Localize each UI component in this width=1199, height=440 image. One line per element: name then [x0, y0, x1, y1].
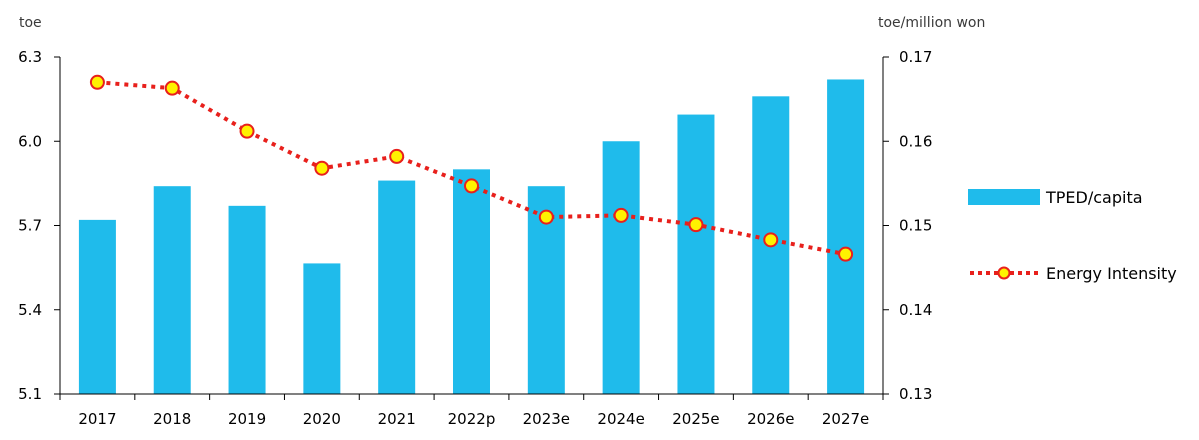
- marker-2026e: [763, 232, 779, 248]
- legend-item-bar: TPED/capita: [968, 182, 1198, 212]
- energy-intensity-line: [97, 80, 846, 257]
- left-tick-label: 5.7: [18, 217, 42, 235]
- x-tick-label-2018: 2018: [153, 410, 191, 428]
- x-tick-label-2022p: 2022p: [448, 410, 496, 428]
- x-tick-label-2020: 2020: [303, 410, 341, 428]
- marker-2027e: [838, 246, 854, 262]
- x-tick-label-2027e: 2027e: [822, 410, 869, 428]
- bar-2027e: [827, 79, 865, 394]
- legend: TPED/capita Energy Intensity: [968, 182, 1198, 288]
- marker-2020: [314, 160, 330, 176]
- left-axis-unit-label: toe: [19, 15, 42, 31]
- left-axis-ticks: 5.1 5.4 5.7 6.0 6.3: [18, 48, 60, 403]
- bar-2017: [78, 219, 116, 394]
- marker-2024e: [613, 207, 629, 223]
- right-tick-label: 0.17: [899, 48, 932, 66]
- marker-2019: [239, 123, 255, 139]
- legend-bar-swatch: [968, 189, 1040, 205]
- x-tick-label-2019: 2019: [228, 410, 266, 428]
- x-tick-label-2017: 2017: [78, 410, 116, 428]
- x-tick-label-2026e: 2026e: [747, 410, 794, 428]
- right-tick-label: 0.13: [899, 385, 932, 403]
- left-tick-label: 6.3: [18, 48, 42, 66]
- line-markers: [89, 74, 854, 262]
- right-tick-label: 0.16: [899, 132, 932, 150]
- marker-2025e: [688, 217, 704, 233]
- x-tick-label-2023e: 2023e: [523, 410, 570, 428]
- legend-line-swatch: [970, 266, 1038, 280]
- right-tick-label: 0.15: [899, 217, 932, 235]
- bar-series: [78, 79, 865, 395]
- right-axis-unit-label: toe/million won: [878, 15, 985, 31]
- legend-label-energy-intensity: Energy Intensity: [1046, 263, 1177, 283]
- x-tick-label-2024e: 2024e: [597, 410, 644, 428]
- left-tick-label: 5.1: [18, 385, 42, 403]
- right-tick-label: 0.14: [899, 301, 932, 319]
- left-tick-label: 6.0: [18, 132, 42, 150]
- bar-2020: [303, 263, 341, 394]
- x-tick-label-2025e: 2025e: [672, 410, 719, 428]
- line-series: [97, 80, 846, 257]
- bar-2025e: [677, 114, 715, 394]
- marker-2021: [389, 148, 405, 164]
- marker-2022p: [464, 178, 479, 194]
- right-axis-ticks: 0.13 0.14 0.15 0.16 0.17: [883, 48, 932, 403]
- legend-item-line: Energy Intensity: [968, 258, 1198, 288]
- left-tick-label: 5.4: [18, 301, 42, 319]
- bar-2018: [153, 186, 191, 394]
- bar-2022p: [453, 169, 490, 394]
- marker-2023e: [538, 209, 554, 225]
- legend-label-tped: TPED/capita: [1046, 187, 1143, 207]
- marker-2018: [164, 80, 180, 96]
- x-tick-label-2021: 2021: [378, 410, 416, 428]
- bar-2024e: [602, 141, 640, 394]
- x-axis-labels: 2017 2018 2019 2020 2021 2022p 2023e 2024e 2025e…: [78, 410, 869, 428]
- bar-2021: [378, 180, 416, 394]
- marker-2017: [89, 74, 105, 90]
- bar-2019: [228, 205, 266, 394]
